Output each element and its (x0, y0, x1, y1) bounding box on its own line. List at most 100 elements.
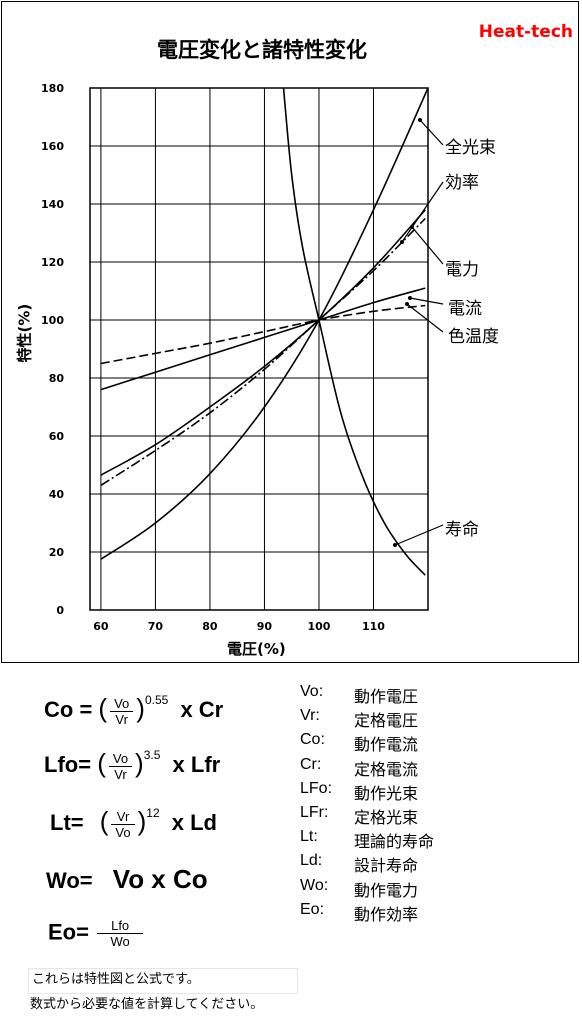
series-line-5 (282, 88, 426, 576)
legend-description: 定格電流 (354, 761, 419, 779)
formula-co-fraction: Vo Vr (110, 696, 134, 727)
annotation-leader-tip (393, 543, 397, 547)
formula-lfo-exponent: 3.5 (143, 748, 161, 762)
x-tick-label: 100 (307, 620, 330, 633)
legend-key: LFo: (300, 779, 333, 797)
formula-wo: Wo= Vo x Co (46, 864, 208, 895)
annotation-leader-tip (408, 296, 412, 300)
series-line-1 (100, 209, 426, 476)
x-tick-label: 90 (257, 620, 273, 633)
fraction-numerator: Lfo (97, 918, 144, 934)
legend-key: Cr: (300, 755, 322, 773)
y-tick-label: 20 (49, 546, 65, 559)
formula-eo-fraction: Lfo Wo (97, 918, 144, 949)
legend-row: Ld: 設計寿命 (300, 852, 434, 876)
legend-row: Co: 動作電流 (300, 731, 434, 755)
formula-eo: Eo= Lfo Wo (48, 918, 146, 949)
fraction-numerator: Vo (110, 696, 134, 712)
fraction-numerator: Vo (108, 751, 133, 767)
formula-co-lhs: Co = (44, 697, 93, 722)
x-tick-label: 80 (202, 620, 218, 633)
legend-description: 動作電圧 (354, 689, 419, 706)
y-tick-label: 160 (41, 140, 64, 153)
y-tick-label: 140 (41, 198, 64, 211)
annotation-leader (409, 297, 444, 305)
y-tick-label: 180 (41, 82, 64, 95)
legend-row: Wo: 動作電力 (300, 877, 434, 901)
y-tick-label: 100 (41, 314, 64, 327)
legend-key: LFr: (300, 803, 329, 821)
formula-lt: Lt= (Vr Vo)12 x Ld (50, 806, 217, 840)
series-line-4 (100, 304, 426, 365)
fraction-numerator: Vr (111, 809, 135, 825)
formula-wo-rhs: Vo x Co (112, 864, 208, 894)
formula-lt-lhs: Lt= (50, 810, 84, 835)
x-tick-label: 60 (93, 620, 109, 633)
paren-close: ) (136, 693, 145, 723)
legend-row: Vo: 動作電圧 (300, 683, 434, 707)
x-tick-label: 110 (362, 620, 385, 633)
formula-lfo-rhs: x Lfr (172, 752, 221, 777)
annotation-lifetime: 寿命 (445, 520, 479, 540)
annotation-total-flux: 全光束 (445, 138, 496, 158)
characteristic-chart: 0 20 40 60 80 100 120 140 160 180 60 70 80 90 100 110 (41, 82, 444, 633)
note-line-1: これらは特性図と公式です。 (28, 968, 298, 994)
formula-co-exponent: 0.55 (144, 693, 169, 707)
legend-row: Vr: 定格電圧 (300, 707, 434, 731)
legend-description: 動作電力 (354, 882, 419, 900)
fraction-denominator: Vr (114, 766, 127, 782)
formula-lfo-lhs: Lfo= (44, 752, 92, 777)
chart-title: 電圧変化と諸特性変化 (157, 38, 367, 62)
y-tick-label: 0 (56, 604, 64, 617)
legend-description: 定格電圧 (354, 713, 419, 731)
note-line-2: 数式から必要な値を計算してください。 (30, 997, 264, 1012)
paren-close: ) (137, 806, 147, 836)
legend-key: Vr: (300, 707, 320, 725)
legend-key: Wo: (300, 876, 329, 894)
formula-wo-lhs: Wo= (46, 868, 93, 893)
legend-key: Eo: (300, 900, 325, 918)
y-axis-label: 特性(%) (15, 303, 34, 363)
legend-row: LFo: 動作光束 (300, 780, 434, 804)
legend-key: Vo: (300, 683, 324, 700)
paren-close: ) (135, 748, 144, 778)
annotation-leader-tip (400, 240, 404, 244)
plot-frame (89, 87, 429, 611)
legend-key: Lt: (300, 828, 318, 846)
annotation-leader-tip (410, 225, 414, 229)
annotation-efficiency: 効率 (445, 173, 479, 193)
annotation-leader-tip (405, 302, 409, 306)
variable-legend: Vo: 動作電圧 Vr: 定格電圧 Co: 動作電流 Cr: 定格電流 LFo: 動作光束 LFr:… (300, 683, 434, 925)
fraction-denominator: Vo (115, 824, 131, 840)
paren-open: ( (99, 806, 109, 836)
y-tick-label: 60 (49, 430, 65, 443)
annotation-leader (394, 524, 444, 546)
legend-description: 動作電流 (354, 737, 419, 755)
formula-co-rhs: x Cr (180, 697, 224, 722)
formula-lt-rhs: x Ld (171, 810, 217, 835)
formula-lfo-fraction: Vo Vr (108, 751, 133, 782)
annotation-leader (406, 303, 444, 333)
series-line-3 (100, 287, 426, 391)
legend-description: 動作光束 (354, 785, 419, 803)
x-tick-label: 70 (148, 620, 164, 633)
formula-lt-fraction: Vr Vo (111, 809, 135, 840)
legend-description: 動作効率 (354, 906, 419, 924)
annotation-leader (401, 181, 444, 243)
y-tick-label: 80 (49, 372, 65, 385)
paren-open: ( (98, 693, 108, 723)
legend-key: Ld: (300, 852, 323, 870)
legend-row: LFr: 定格光束 (300, 804, 434, 828)
legend-row: Lt: 理論的寿命 (300, 828, 434, 852)
fraction-denominator: Wo (110, 934, 130, 949)
annotation-power: 電力 (445, 260, 479, 280)
x-axis-label: 電圧(%) (227, 640, 286, 658)
y-tick-label: 120 (41, 256, 64, 269)
legend-description: 定格光束 (354, 809, 419, 827)
brand-logo-text: Heat-tech (478, 22, 573, 42)
annotation-leader (419, 119, 444, 146)
fraction-denominator: Vr (115, 711, 128, 727)
chart-panel: 0 20 40 60 80 100 120 140 160 180 60 70 80 90 100 110 H… (1, 1, 579, 663)
legend-row: Eo: 動作効率 (300, 901, 434, 925)
series-line-2 (100, 217, 426, 486)
